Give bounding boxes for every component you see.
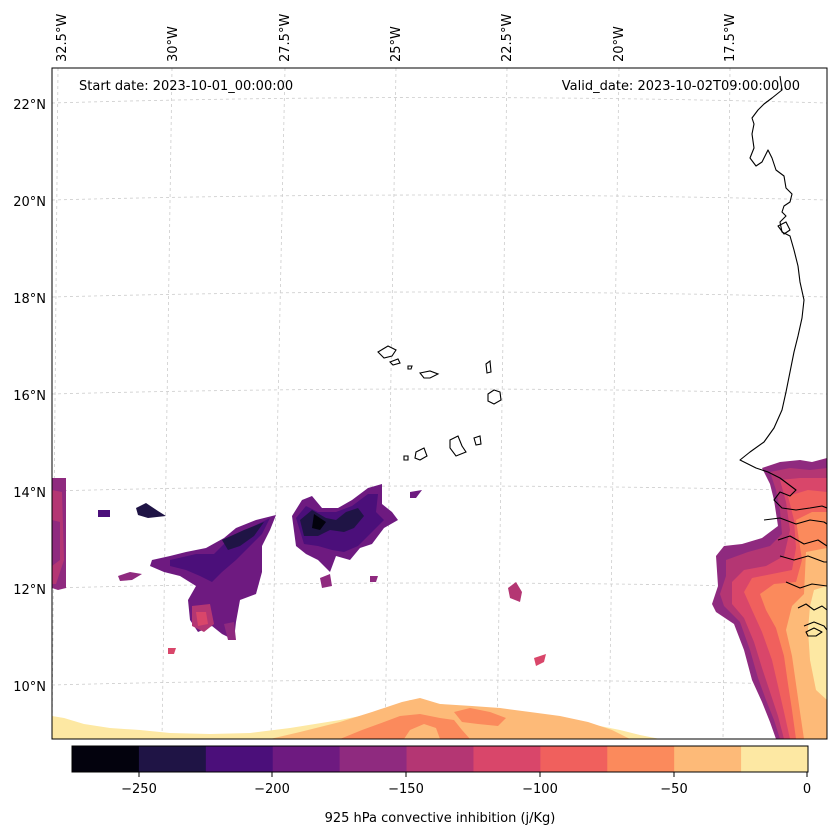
- lat-label: 22°N: [13, 98, 46, 113]
- colorbar-segment: [205, 746, 274, 772]
- lon-label: 27.5°W: [278, 14, 293, 62]
- cape-verde-islands: [377, 345, 502, 461]
- cin-contours: [52, 458, 827, 739]
- colorbar-segment: [473, 746, 541, 772]
- lat-label: 12°N: [13, 583, 46, 598]
- colorbar-segment: [72, 746, 140, 772]
- colorbar-segment: [339, 746, 408, 772]
- colorbar-segment: [272, 746, 341, 772]
- colorbar-segments: [72, 746, 809, 772]
- colorbar-tick-label: 0: [803, 782, 811, 797]
- african-coastline: [739, 75, 827, 637]
- valid-date-label: Valid_date: 2023-10-02T09:00:00.00: [562, 79, 800, 94]
- lat-label: 14°N: [13, 486, 46, 501]
- colorbar-segment: [406, 746, 474, 772]
- colorbar: −250 −200 −150 −100 −50 0 925 hPa convec…: [71, 745, 811, 826]
- lon-label: 32.5°W: [55, 14, 70, 62]
- map-area: [52, 68, 827, 739]
- colorbar-tick-label: −150: [388, 782, 424, 797]
- colorbar-segment: [674, 746, 742, 772]
- lat-label: 18°N: [13, 292, 46, 307]
- colorbar-frame: [71, 745, 809, 773]
- lon-label: 20°W: [612, 26, 627, 62]
- colorbar-label: 925 hPa convective inhibition (j/Kg): [325, 811, 556, 826]
- lat-label: 20°N: [13, 195, 46, 210]
- colorbar-tick-label: −100: [522, 782, 558, 797]
- latitude-labels: 22°N 20°N 18°N 16°N 14°N 12°N 10°N: [13, 98, 46, 695]
- lon-label: 25°W: [389, 26, 404, 62]
- longitude-labels: 32.5°W 30°W 27.5°W 25°W 22.5°W 20°W 17.5…: [55, 14, 738, 62]
- lat-label: 10°N: [13, 680, 46, 695]
- colorbar-ticks: −250 −200 −150 −100 −50 0: [121, 772, 811, 797]
- map-frame: [51, 67, 828, 740]
- colorbar-segment: [540, 746, 608, 772]
- start-date-label: Start date: 2023-10-01_00:00:00: [79, 79, 293, 94]
- lat-label: 16°N: [13, 389, 46, 404]
- lon-label: 22.5°W: [500, 14, 515, 62]
- colorbar-segment: [741, 746, 809, 772]
- colorbar-segment: [607, 746, 675, 772]
- colorbar-segment: [138, 746, 207, 772]
- lon-label: 30°W: [166, 26, 181, 62]
- colorbar-tick-label: −200: [254, 782, 290, 797]
- graticule: [52, 68, 827, 739]
- colorbar-tick-label: −250: [121, 782, 157, 797]
- lon-label: 17.5°W: [723, 14, 738, 62]
- colorbar-tick-label: −50: [660, 782, 687, 797]
